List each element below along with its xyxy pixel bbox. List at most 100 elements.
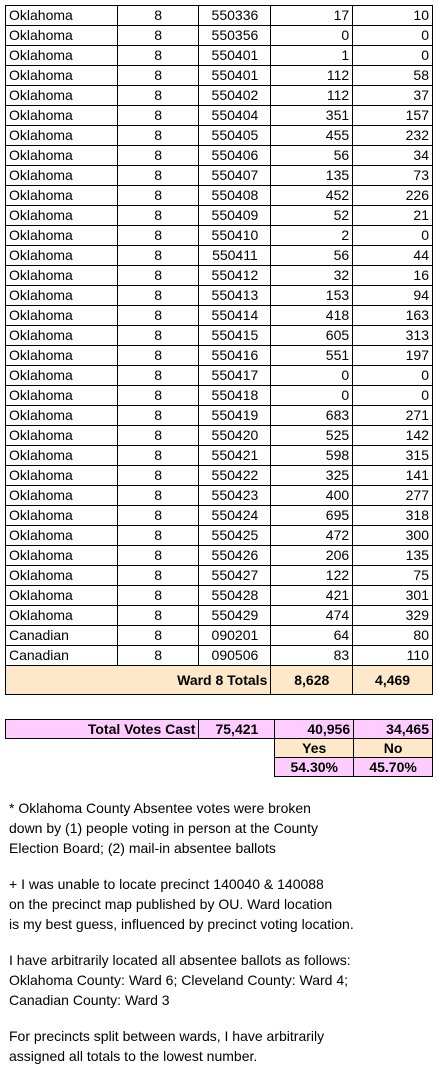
yes-votes-cell: 112 [270, 65, 354, 86]
total-votes-label: Total Votes Cast [4, 719, 200, 739]
table-row: Oklahoma 8 550402 112 37 [5, 85, 433, 106]
yes-votes-cell: 421 [270, 585, 354, 606]
yes-percent: 54.30% [274, 757, 355, 777]
county-cell: Oklahoma [5, 45, 118, 66]
no-label: No [353, 738, 433, 758]
table-row: Oklahoma 8 550423 400 277 [5, 485, 433, 506]
precinct-cell: 550426 [198, 545, 272, 566]
no-votes-cell: 94 [352, 285, 433, 306]
table-row: Oklahoma 8 550401 112 58 [5, 65, 433, 86]
county-cell: Oklahoma [5, 285, 118, 306]
ward-cell: 8 [116, 605, 200, 626]
county-cell: Oklahoma [5, 105, 118, 126]
yes-votes-cell: 400 [270, 485, 354, 506]
yes-votes-cell: 695 [270, 505, 354, 526]
precinct-cell: 550422 [198, 465, 272, 486]
summary-table: Total Votes Cast 75,421 40,956 34,465 Ye… [4, 719, 433, 777]
county-cell: Oklahoma [5, 405, 118, 426]
yes-votes-cell: 551 [270, 345, 354, 366]
yes-votes-cell: 452 [270, 185, 354, 206]
yes-votes-cell: 17 [270, 5, 354, 26]
no-votes-cell: 329 [352, 605, 433, 626]
county-cell: Oklahoma [5, 465, 118, 486]
table-row: Oklahoma 8 550336 17 10 [5, 5, 433, 26]
county-cell: Oklahoma [5, 165, 118, 186]
no-votes-cell: 0 [352, 45, 433, 66]
yes-votes-cell: 525 [270, 425, 354, 446]
precinct-cell: 550416 [198, 345, 272, 366]
county-cell: Oklahoma [5, 525, 118, 546]
no-votes-cell: 300 [352, 525, 433, 546]
no-votes-cell: 163 [352, 305, 433, 326]
precinct-cell: 550356 [198, 25, 272, 46]
no-votes-cell: 0 [352, 385, 433, 406]
note-unlocated-precincts: + I was unable to locate precinct 140040… [9, 876, 354, 932]
yes-votes-cell: 64 [270, 625, 354, 646]
no-percent: 45.70% [353, 757, 433, 777]
precinct-cell: 550404 [198, 105, 272, 126]
no-votes-cell: 110 [352, 645, 433, 666]
ward-cell: 8 [116, 385, 200, 406]
yes-votes-cell: 0 [270, 25, 354, 46]
ward-cell: 8 [116, 165, 200, 186]
county-cell: Oklahoma [5, 145, 118, 166]
precinct-cell: 550424 [198, 505, 272, 526]
ward-cell: 8 [116, 145, 200, 166]
summary-pct-row: 54.30% 45.70% [6, 757, 433, 777]
yes-votes-cell: 56 [270, 245, 354, 266]
ward-cell: 8 [116, 45, 200, 66]
yes-votes-cell: 83 [270, 645, 354, 666]
yes-votes-cell: 418 [270, 305, 354, 326]
table-row: Canadian 8 090201 64 80 [5, 625, 433, 646]
table-row: Oklahoma 8 550426 206 135 [5, 545, 433, 566]
ward-cell: 8 [116, 265, 200, 286]
precinct-cell: 550429 [198, 605, 272, 626]
no-votes-cell: 10 [352, 5, 433, 26]
yes-votes-cell: 0 [270, 385, 354, 406]
county-cell: Oklahoma [5, 585, 118, 606]
no-votes-cell: 142 [352, 425, 433, 446]
ward-cell: 8 [116, 505, 200, 526]
table-row: Canadian 8 090506 83 110 [5, 645, 433, 666]
yes-votes-cell: 325 [270, 465, 354, 486]
notes: * Oklahoma County Absentee votes were br… [9, 798, 433, 1082]
no-votes-cell: 16 [352, 265, 433, 286]
table-row: Oklahoma 8 550409 52 21 [5, 205, 433, 226]
precinct-cell: 550413 [198, 285, 272, 306]
ward-cell: 8 [116, 445, 200, 466]
table-row: Oklahoma 8 550408 452 226 [5, 185, 433, 206]
yes-votes-cell: 0 [270, 365, 354, 386]
precinct-cell: 550420 [198, 425, 272, 446]
ward-cell: 8 [116, 205, 200, 226]
county-cell: Oklahoma [5, 125, 118, 146]
table-row: Oklahoma 8 550412 32 16 [5, 265, 433, 286]
yes-votes-cell: 56 [270, 145, 354, 166]
ward-cell: 8 [116, 5, 200, 26]
county-cell: Oklahoma [5, 605, 118, 626]
no-votes-cell: 0 [352, 365, 433, 386]
precinct-cell: 550408 [198, 185, 272, 206]
ward-cell: 8 [116, 225, 200, 246]
table-row: Oklahoma 8 550416 551 197 [5, 345, 433, 366]
table-row: Oklahoma 8 550418 0 0 [5, 385, 433, 406]
no-votes-cell: 141 [352, 465, 433, 486]
no-votes-cell: 0 [352, 225, 433, 246]
ward-cell: 8 [116, 245, 200, 266]
no-votes-cell: 301 [352, 585, 433, 606]
total-yes-value: 40,956 [274, 719, 355, 739]
ward-cell: 8 [116, 565, 200, 586]
table-row: Oklahoma 8 550404 351 157 [5, 105, 433, 126]
ward-cell: 8 [116, 525, 200, 546]
table-row: Oklahoma 8 550428 421 301 [5, 585, 433, 606]
precinct-cell: 550411 [198, 245, 272, 266]
no-votes-cell: 44 [352, 245, 433, 266]
ward-cell: 8 [116, 345, 200, 366]
yes-votes-cell: 52 [270, 205, 354, 226]
precinct-cell: 550423 [198, 485, 272, 506]
precinct-cell: 550406 [198, 145, 272, 166]
precinct-cell: 550410 [198, 225, 272, 246]
precinct-cell: 090201 [198, 625, 272, 646]
yes-votes-cell: 683 [270, 405, 354, 426]
county-cell: Oklahoma [5, 485, 118, 506]
table-row: Oklahoma 8 550419 683 271 [5, 405, 433, 426]
